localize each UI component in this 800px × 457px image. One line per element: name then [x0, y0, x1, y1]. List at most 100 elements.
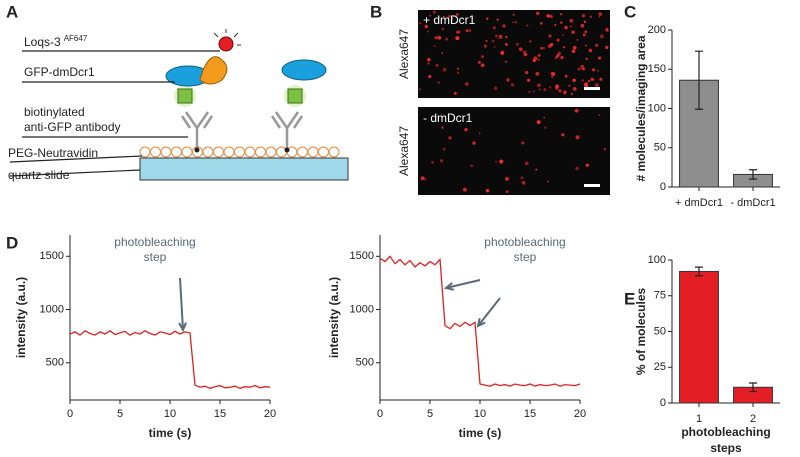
- spot: [564, 25, 568, 30]
- spot: [453, 91, 457, 95]
- y-tick-label: 1000: [350, 303, 374, 315]
- spot: [581, 79, 584, 82]
- spot: [598, 12, 602, 16]
- error-bar: [695, 50, 703, 110]
- spot: [505, 190, 509, 194]
- x-tick-label: 5: [427, 408, 433, 420]
- spot: [537, 58, 540, 61]
- spot: [551, 75, 554, 78]
- spot: [437, 36, 442, 40]
- diagram-superscript: AF647: [64, 34, 88, 43]
- y-tick-label: 100: [648, 254, 666, 266]
- spot: [478, 132, 481, 135]
- spot: [495, 160, 497, 163]
- spot: [442, 115, 444, 118]
- spot: [424, 178, 427, 181]
- spot: [518, 47, 523, 52]
- spot: [571, 49, 576, 53]
- spot: [544, 126, 547, 129]
- spot: [429, 14, 432, 17]
- spot: [427, 62, 430, 65]
- spot: [569, 18, 574, 23]
- spot: [439, 159, 444, 163]
- spot: [527, 78, 531, 82]
- diagram-label: PEG-Neutravidin: [8, 146, 98, 160]
- spot: [447, 15, 451, 18]
- y-tick-label: 50: [654, 325, 666, 337]
- neutravidin: [297, 146, 308, 158]
- micrograph-condition: - dmDcr1: [423, 111, 473, 125]
- y-axis-label: % of molecules: [634, 287, 648, 375]
- spot: [418, 21, 422, 25]
- spot: [504, 176, 509, 181]
- spot: [441, 27, 445, 31]
- spot: [499, 159, 504, 164]
- spot: [462, 187, 467, 192]
- x-axis-label: time (s): [149, 426, 192, 440]
- x-tick-label: 1: [696, 413, 702, 425]
- spot: [465, 29, 469, 33]
- spot: [594, 83, 599, 88]
- y-tick-label: 50: [654, 142, 666, 154]
- biotin: [194, 147, 200, 153]
- spot: [584, 82, 589, 87]
- spot: [515, 42, 519, 46]
- spot: [504, 60, 507, 63]
- y-tick-label: 500: [46, 357, 64, 369]
- leader-lines: [9, 50, 220, 177]
- spot: [580, 23, 585, 28]
- spot: [577, 67, 581, 71]
- spot: [538, 88, 541, 91]
- spot: [546, 14, 550, 18]
- spot: [486, 17, 489, 20]
- spot: [528, 90, 531, 94]
- spot: [543, 88, 547, 92]
- antibody: [180, 111, 304, 150]
- spot: [502, 24, 506, 28]
- spot: [572, 45, 577, 50]
- spot: [485, 189, 490, 193]
- diagram-label: Loqs-3 AF647: [24, 34, 88, 49]
- spot: [456, 67, 460, 70]
- neutravidin: [265, 146, 277, 158]
- spot: [543, 116, 546, 119]
- spot: [472, 141, 476, 145]
- spot: [556, 53, 560, 57]
- spot: [562, 46, 565, 49]
- spot: [418, 88, 422, 91]
- spot: [484, 44, 487, 48]
- spot: [506, 78, 510, 82]
- spot: [561, 133, 565, 137]
- neutravidin: [307, 146, 319, 158]
- spot: [546, 180, 550, 183]
- annotation: photobleaching: [114, 235, 195, 249]
- spot: [441, 52, 444, 54]
- spot: [496, 18, 499, 21]
- micrograph: [418, 10, 610, 98]
- spot: [448, 136, 452, 140]
- annotation-arrow: [178, 277, 187, 333]
- spot: [548, 34, 552, 38]
- spot: [500, 50, 505, 55]
- spot: [585, 163, 589, 167]
- x-tick-label: - dmDcr1: [730, 197, 775, 209]
- diagram-label: anti-GFP antibody: [24, 120, 121, 134]
- spot: [570, 92, 573, 95]
- spot: [514, 21, 517, 24]
- spot: [589, 15, 593, 18]
- diagram-label: Loqs-3: [24, 35, 61, 49]
- spot: [536, 83, 541, 88]
- spot: [428, 74, 432, 79]
- x-tick-label: 2: [750, 413, 756, 425]
- dye: [218, 36, 234, 52]
- y-tick-label: 500: [356, 357, 374, 369]
- spot: [584, 44, 587, 47]
- spot: [564, 74, 568, 78]
- spot: [540, 46, 544, 50]
- dmdcr1: [281, 59, 327, 81]
- spot: [445, 37, 448, 41]
- neutravidin: [213, 146, 224, 158]
- spot: [433, 45, 436, 48]
- spot: [581, 14, 586, 18]
